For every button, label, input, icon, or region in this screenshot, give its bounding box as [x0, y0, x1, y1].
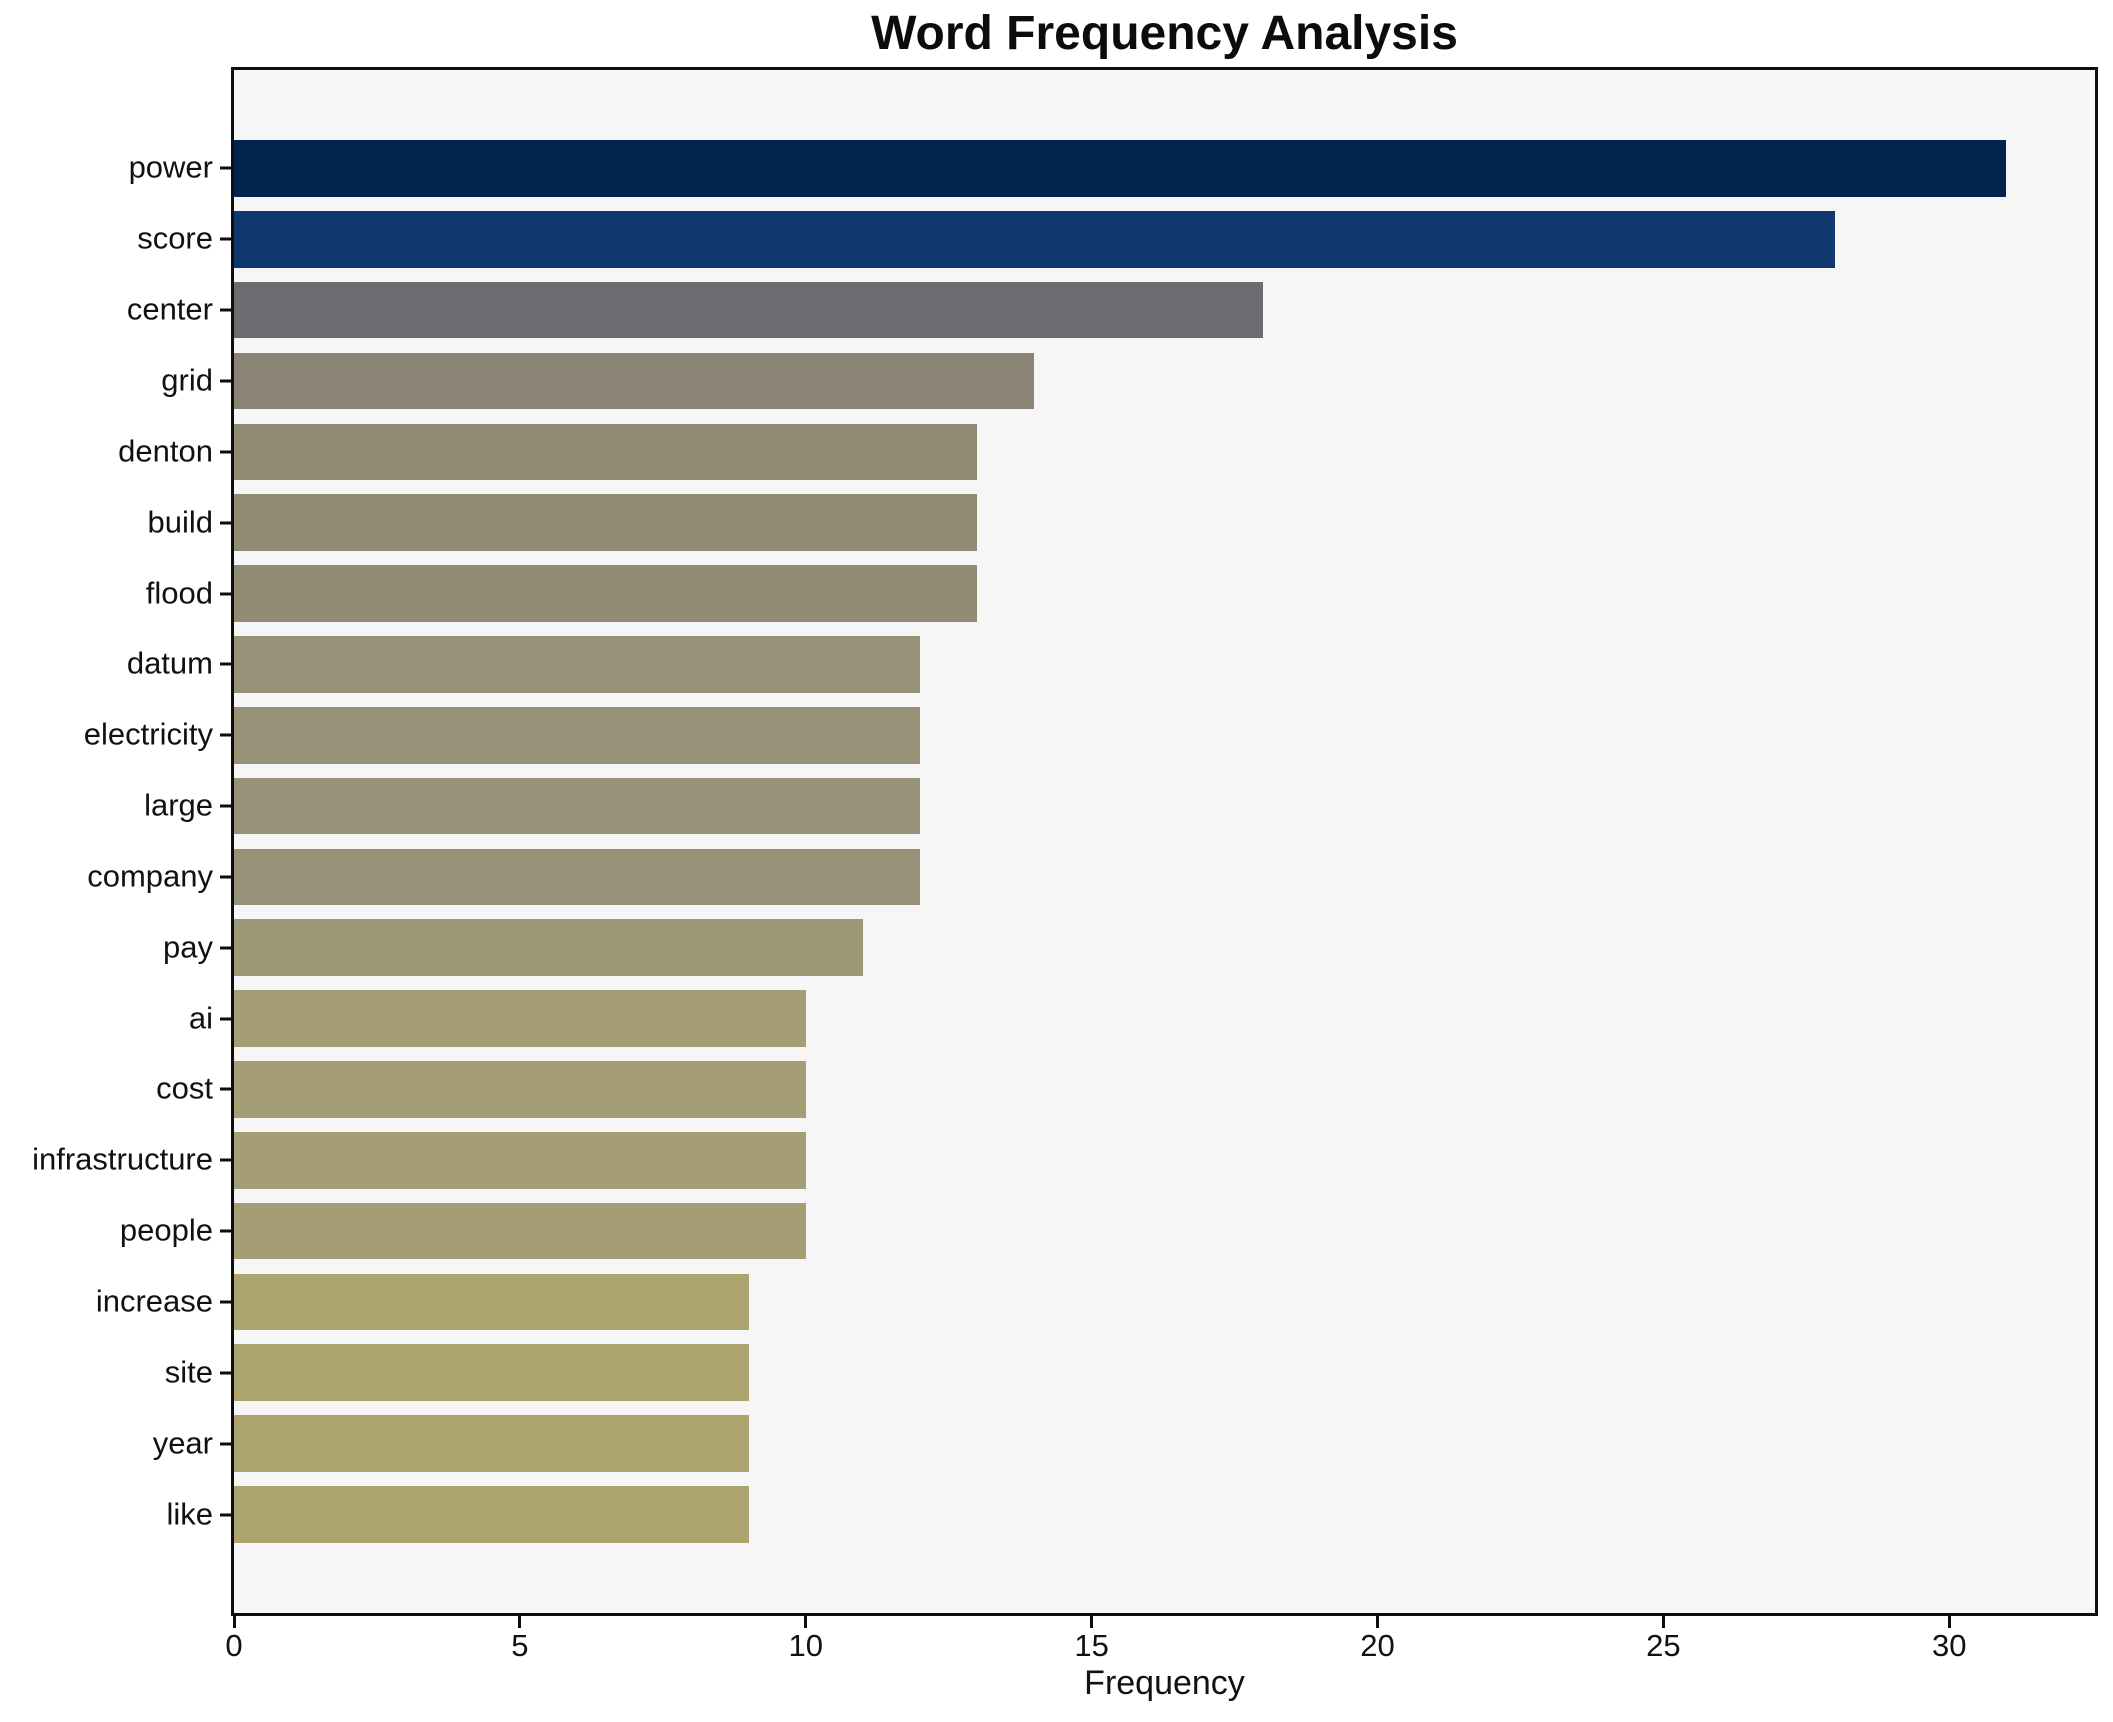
- y-tick-mark: [220, 1300, 231, 1304]
- y-tick-mark: [220, 521, 231, 525]
- y-tick-mark: [220, 379, 231, 383]
- bar-large: [234, 777, 921, 835]
- y-tick-label-cost: cost: [156, 1070, 213, 1106]
- x-tick-label-20: 20: [1360, 1628, 1395, 1663]
- bar-score: [234, 210, 1835, 268]
- y-tick-label-large: large: [144, 787, 213, 823]
- x-tick-mark: [232, 1616, 236, 1628]
- y-tick-mark: [220, 166, 231, 170]
- y-tick-mark: [220, 308, 231, 312]
- bar-people: [234, 1202, 806, 1260]
- y-tick-mark: [220, 450, 231, 454]
- bar-infrastructure: [234, 1131, 806, 1189]
- y-tick-mark: [220, 237, 231, 241]
- bar-flood: [234, 565, 978, 622]
- bar-electricity: [234, 706, 921, 764]
- y-tick-label-site: site: [164, 1354, 213, 1390]
- y-tick-label-grid: grid: [161, 362, 213, 398]
- x-tick-mark: [1947, 1616, 1951, 1628]
- y-tick-label-denton: denton: [118, 433, 213, 469]
- y-tick-mark: [220, 1513, 231, 1517]
- y-tick-mark: [220, 875, 231, 879]
- y-tick-mark: [220, 946, 231, 950]
- x-tick-label-0: 0: [225, 1628, 243, 1663]
- y-tick-mark: [220, 733, 231, 737]
- chart-title: Word Frequency Analysis: [871, 7, 1458, 60]
- bar-cost: [234, 1061, 806, 1118]
- x-tick-label-25: 25: [1646, 1628, 1681, 1663]
- y-tick-label-pay: pay: [163, 929, 213, 965]
- y-tick-mark: [220, 1442, 231, 1446]
- y-tick-label-infrastructure: infrastructure: [32, 1141, 213, 1177]
- y-tick-mark: [220, 1229, 231, 1233]
- bar-power: [234, 140, 2007, 197]
- bar-pay: [234, 919, 863, 977]
- x-tick-mark: [1375, 1616, 1379, 1628]
- y-tick-label-year: year: [152, 1424, 213, 1460]
- y-tick-mark: [220, 592, 231, 596]
- bar-site: [234, 1344, 749, 1402]
- x-axis-label: Frequency: [1084, 1664, 1245, 1702]
- y-tick-label-center: center: [126, 291, 213, 327]
- y-tick-label-electricity: electricity: [83, 716, 213, 752]
- bar-build: [234, 494, 978, 552]
- x-tick-label-30: 30: [1931, 1628, 1967, 1663]
- x-tick-label-15: 15: [1074, 1628, 1109, 1663]
- y-tick-mark: [220, 1087, 231, 1091]
- y-tick-label-datum: datum: [126, 645, 213, 681]
- bar-company: [234, 848, 921, 906]
- y-tick-mark: [220, 1017, 231, 1021]
- y-tick-label-power: power: [128, 149, 213, 185]
- bar-increase: [234, 1273, 749, 1331]
- y-tick-label-flood: flood: [145, 574, 213, 610]
- y-tick-label-company: company: [87, 858, 213, 894]
- y-tick-label-score: score: [137, 220, 213, 256]
- y-tick-label-people: people: [119, 1212, 213, 1248]
- y-tick-label-build: build: [147, 503, 214, 539]
- bar-year: [234, 1415, 749, 1472]
- y-tick-mark: [220, 804, 231, 808]
- y-tick-label-increase: increase: [95, 1283, 213, 1319]
- bar-datum: [234, 636, 921, 693]
- bar-grid: [234, 352, 1035, 410]
- y-tick-label-like: like: [166, 1495, 213, 1531]
- x-tick-mark: [1090, 1616, 1094, 1628]
- bar-denton: [234, 423, 978, 481]
- y-tick-mark: [220, 662, 231, 666]
- x-tick-mark: [1661, 1616, 1665, 1628]
- bar-like: [234, 1486, 749, 1543]
- bar-ai: [234, 990, 806, 1047]
- bar-center: [234, 281, 1264, 339]
- x-tick-label-10: 10: [788, 1628, 823, 1663]
- x-tick-mark: [518, 1616, 522, 1628]
- y-tick-label-ai: ai: [188, 999, 213, 1035]
- x-tick-label-5: 5: [511, 1628, 529, 1663]
- y-tick-mark: [220, 1158, 231, 1162]
- plot-area: [231, 67, 2098, 1616]
- x-tick-mark: [804, 1616, 808, 1628]
- y-tick-mark: [220, 1371, 231, 1375]
